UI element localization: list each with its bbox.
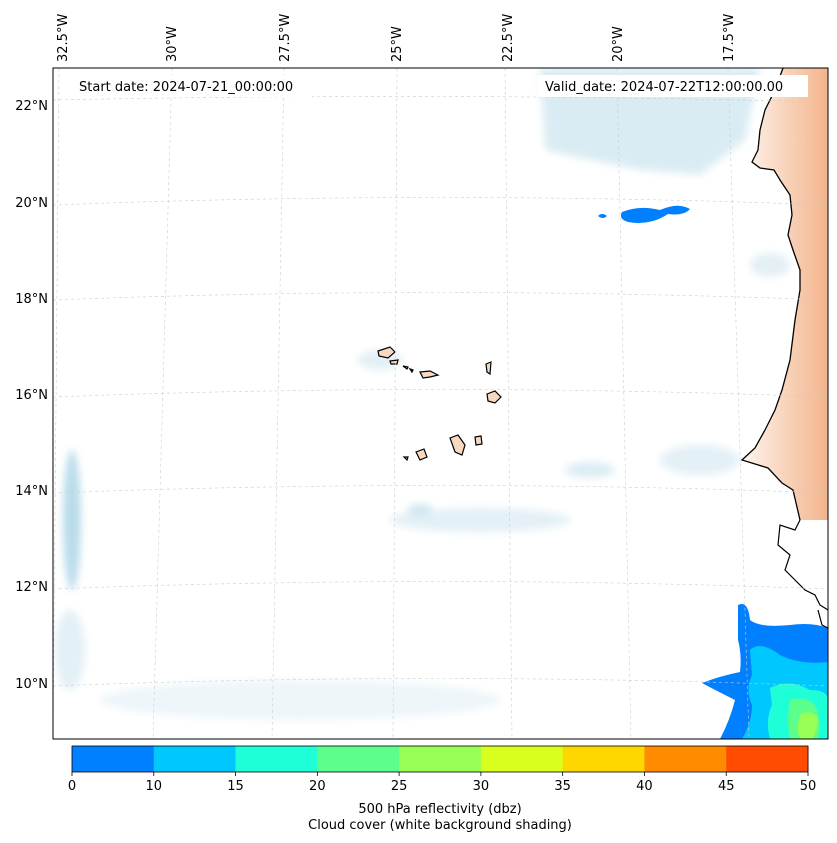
- longitude-labels: 32.5°W 30°W 27.5°W 25°W 22.5°W 20°W 17.5…: [56, 14, 737, 62]
- colorbar-segment: [562, 746, 645, 772]
- colorbar-segment: [644, 746, 727, 772]
- lon-label: 27.5°W: [278, 14, 293, 62]
- lon-label: 20°W: [611, 26, 626, 62]
- colorbar-tick-label: 40: [636, 779, 653, 794]
- colorbar-tick-label: 20: [309, 779, 326, 794]
- colorbar-tick-label: 0: [68, 779, 76, 794]
- lat-label: 20°N: [15, 196, 48, 211]
- lon-label: 17.5°W: [722, 14, 737, 62]
- colorbar-tick-label: 35: [554, 779, 571, 794]
- colorbar-segment: [235, 746, 318, 772]
- lat-label: 16°N: [15, 388, 48, 403]
- lon-label: 22.5°W: [501, 14, 516, 62]
- colorbar-label: 500 hPa reflectivity (dbz): [358, 802, 522, 817]
- lon-label: 30°W: [165, 26, 180, 62]
- latitude-labels: 22°N 20°N 18°N 16°N 14°N 12°N 10°N: [15, 99, 48, 692]
- colorbar-segment: [399, 746, 482, 772]
- map-area: [53, 68, 828, 739]
- reflectivity-shading: [598, 205, 828, 739]
- colorbar-segment: [317, 746, 400, 772]
- colorbar-tick-label: 30: [473, 779, 490, 794]
- lon-label: 25°W: [390, 26, 405, 62]
- colorbar-segment: [153, 746, 237, 772]
- colorbar-segment: [480, 746, 564, 772]
- valid-date-box: [538, 75, 808, 97]
- map-frame: [52, 67, 829, 740]
- colorbar-tick-label: 45: [718, 779, 735, 794]
- cape-verde-islands: [377, 346, 502, 462]
- colorbar-tick-label: 10: [146, 779, 163, 794]
- lat-label: 18°N: [15, 292, 48, 307]
- colorbar-tick-label: 50: [800, 779, 817, 794]
- colorbar-frame: [71, 745, 809, 773]
- colorbar: 0 10 15 20 25 30 35 40 45 50: [68, 745, 817, 794]
- colorbar-segment: [726, 746, 809, 772]
- lat-label: 14°N: [15, 484, 48, 499]
- colorbar-tick-label: 15: [227, 779, 244, 794]
- start-date-label: Start date: 2024-07-21_00:00:00: [79, 80, 293, 95]
- africa-landmass: [742, 68, 828, 520]
- graticule: [53, 68, 828, 739]
- lon-label: 32.5°W: [56, 14, 71, 62]
- start-date-box: [72, 75, 312, 97]
- coastline: [740, 68, 801, 521]
- lat-label: 12°N: [15, 580, 48, 595]
- colorbar-segment: [72, 746, 155, 772]
- colorbar-sublabel: Cloud cover (white background shading): [308, 818, 572, 833]
- valid-date-label: Valid_date: 2024-07-22T12:00:00.00: [545, 80, 783, 95]
- lat-label: 22°N: [15, 99, 48, 114]
- colorbar-tick-label: 25: [391, 779, 408, 794]
- lat-label: 10°N: [15, 677, 48, 692]
